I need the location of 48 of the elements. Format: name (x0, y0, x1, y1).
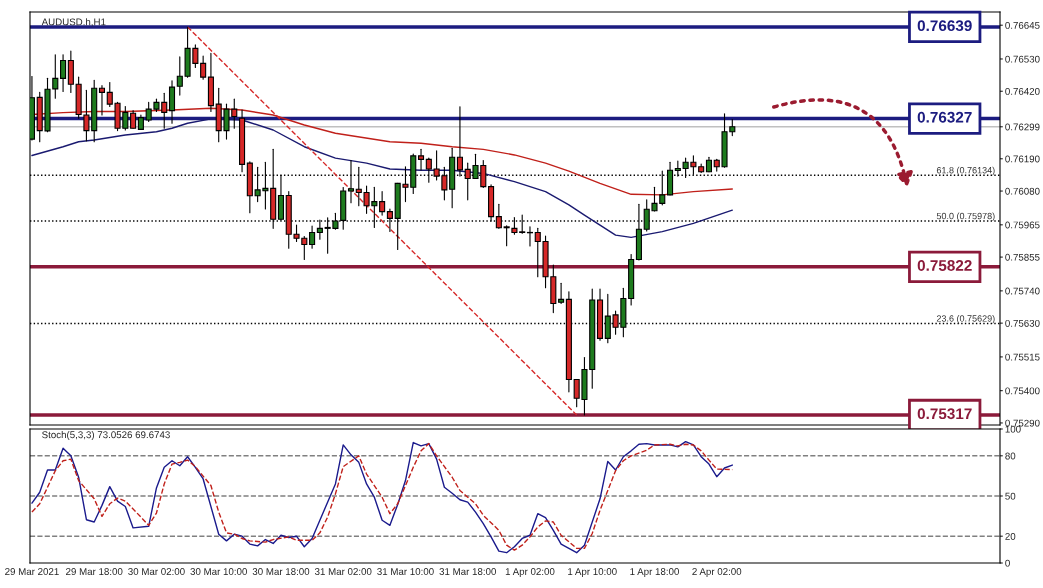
ref-line-label: 0.76327 (917, 111, 972, 123)
ref-line-label: 23.6 (0.75629) (936, 315, 995, 324)
x-tick-label: 1 Apr 10:00 (568, 568, 617, 577)
x-tick-label: 30 Mar 02:00 (128, 568, 185, 575)
y-tick-label: 0.75965 (1005, 221, 1040, 229)
y-tick-label: 20 (1005, 532, 1016, 540)
candlestick (309, 225, 316, 249)
x-tick-label: 30 Mar 10:00 (190, 568, 247, 575)
ref-line-label: 0.76639 (917, 20, 972, 32)
y-tick-label: 0 (1005, 559, 1010, 567)
y-tick-label: 0.76080 (1005, 187, 1040, 195)
y-tick-label: 0.76299 (1005, 123, 1040, 131)
x-tick-label: 31 Mar 18:00 (439, 568, 496, 575)
line-series (31, 118, 734, 239)
y-tick-label: 80 (1005, 452, 1016, 460)
chart-title: Stoch(5,3,3) 73.0526 69.6743 (42, 431, 170, 441)
y-tick-label: 0.76645 (1005, 21, 1040, 29)
candlestick (98, 85, 106, 116)
x-tick-label: 30 Mar 18:00 (252, 568, 310, 575)
ref-line-label: 50.0 (0.75978) (936, 212, 995, 221)
ref-line-label: 61.8 (0.76134) (936, 166, 995, 176)
y-tick-label: 0.75630 (1005, 319, 1040, 327)
ref-line-label: 0.75822 (917, 260, 972, 271)
candlestick (60, 54, 67, 93)
y-tick-label: 50 (1005, 492, 1016, 500)
y-tick-label: 0.76420 (1005, 87, 1040, 95)
y-tick-label: 0.75515 (1005, 353, 1040, 361)
y-tick-label: 0.75400 (1005, 387, 1040, 395)
x-tick-label: 2 Apr 02:00 (692, 568, 742, 577)
ref-line-label: 0.75317 (917, 408, 972, 420)
y-tick-label: 0.76190 (1005, 155, 1040, 163)
candlestick (558, 282, 565, 305)
x-tick-label: 29 Mar 2021 (5, 568, 59, 575)
text: AUDUSD.h,H1 (41, 18, 106, 27)
x-tick-label: 29 Mar 18:00 (66, 568, 123, 575)
candlestick (379, 191, 386, 216)
x-tick-label: 1 Apr 18:00 (630, 568, 679, 577)
x-tick-label: 31 Mar 10:00 (377, 568, 434, 575)
y-tick-label: 0.76530 (1005, 55, 1040, 63)
x-tick-label: 31 Mar 02:00 (314, 568, 372, 575)
y-tick-label: 0.75740 (1005, 287, 1040, 295)
x-tick-label: 1 Apr 02:00 (505, 568, 555, 577)
candlestick (417, 148, 425, 171)
candlestick (347, 159, 355, 204)
y-tick-label: 0.75855 (1005, 253, 1040, 261)
y-tick-label: 100 (1005, 425, 1021, 433)
candlestick (168, 80, 176, 124)
y-tick-label: 0.75290 (1005, 419, 1040, 427)
